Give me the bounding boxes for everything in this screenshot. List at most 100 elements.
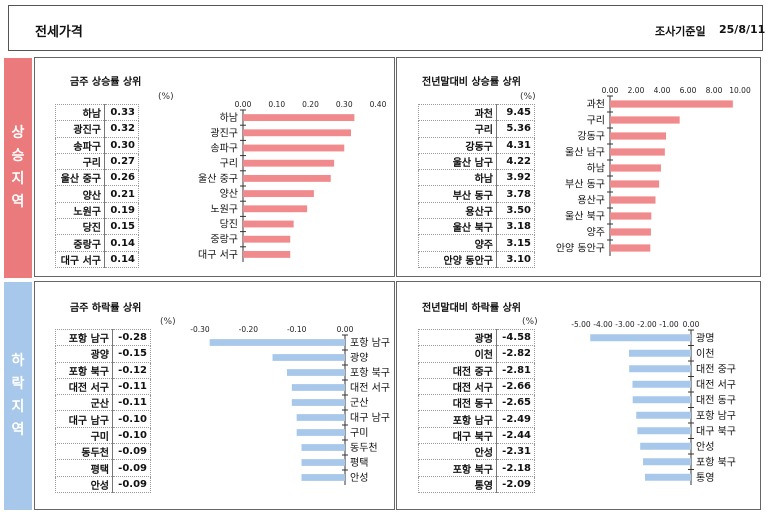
table-row: 대전 서구 -2.66	[418, 377, 535, 396]
table-row: 통영 -2.09	[418, 475, 535, 493]
ranking-table: 광명 -4.58 이천 -2.82 대전 중구 -2.81 대전 서구 -2.66 대전 동구 -…	[418, 328, 535, 493]
bar	[610, 164, 661, 172]
category-label: 울산 중구	[198, 173, 238, 185]
x-tick-label: -4.00	[593, 320, 613, 329]
table-row: 울산 남구 4.22	[418, 152, 535, 171]
table-row: 동두천 -0.09	[55, 443, 151, 461]
rate-value: -2.66	[496, 377, 535, 396]
table-row: 안성 -0.09	[55, 475, 151, 493]
x-tick-label: -0.20	[239, 325, 259, 334]
chart-title: 전년말대비 하락률 상위	[422, 303, 521, 314]
rising-region-label: 상 승 지 역	[4, 58, 32, 278]
category-label: 안양 동안구	[556, 243, 605, 255]
region-name: 군산	[55, 394, 113, 412]
rate-value: 0.26	[104, 169, 139, 187]
x-tick-label: -2.00	[637, 320, 657, 329]
category-label: 구미	[350, 427, 368, 439]
table-row: 대전 서구 -0.11	[55, 377, 151, 396]
region-name: 대구 서구	[55, 250, 105, 268]
category-label: 하남	[587, 162, 605, 175]
page-title: 전세가격	[35, 25, 83, 40]
category-label: 부산 동구	[565, 179, 605, 191]
table-row: 강동구 4.31	[418, 136, 535, 154]
category-label: 통영	[696, 472, 714, 484]
category-label: 구리	[220, 158, 238, 170]
category-label: 이천	[696, 348, 714, 360]
x-tick-label: 10.00	[729, 86, 751, 95]
x-tick-label: -0.10	[287, 325, 307, 334]
table-row: 평택 -0.09	[55, 459, 151, 477]
region-name: 안양 동안구	[418, 250, 497, 268]
bar	[629, 365, 691, 373]
region-name: 포항 북구	[55, 361, 113, 379]
rate-value: 0.32	[104, 120, 139, 138]
report-header: 전세가격 조사기준일 25/8/11	[8, 5, 765, 51]
rate-value: -2.81	[496, 361, 535, 379]
rate-value: -0.09	[112, 443, 151, 461]
chart-title: 금주 상승률 상위	[70, 77, 142, 88]
table-row: 포항 남구 -2.49	[418, 410, 535, 428]
rate-value: 3.92	[496, 169, 535, 187]
rate-value: 0.33	[104, 103, 139, 122]
rate-value: -0.12	[112, 361, 151, 379]
category-label: 동두천	[350, 442, 378, 454]
survey-date-label: 조사기준일	[655, 25, 706, 38]
table-row: 송파구 0.30	[55, 136, 139, 154]
region-name: 구리	[418, 120, 497, 138]
ranking-table: 과천 9.45 구리 5.36 강동구 4.31 울산 남구 4.22 하남 3.92 부산 동구 3…	[418, 103, 535, 268]
chart-title: 전년말대비 상승률 상위	[422, 77, 521, 88]
table-row: 당진 0.15	[55, 218, 139, 236]
table-row: 노원구 0.19	[55, 201, 139, 220]
rate-value: -0.11	[112, 394, 151, 412]
table-row: 대구 남구 -0.10	[55, 410, 151, 428]
category-label: 노원구	[210, 203, 238, 215]
x-tick-label: 0.00	[337, 325, 354, 334]
region-name: 동두천	[55, 443, 113, 461]
table-row: 울산 북구 3.18	[418, 218, 535, 236]
region-name: 이천	[418, 345, 497, 363]
table-row: 안양 동안구 3.10	[418, 250, 535, 268]
category-label: 양주	[587, 227, 605, 239]
x-tick-label: 4.00	[654, 86, 671, 95]
region-name: 하남	[55, 103, 105, 122]
unit-label: (%)	[520, 92, 536, 102]
bar	[243, 190, 314, 198]
rate-value: -0.10	[112, 426, 151, 445]
bar	[243, 174, 331, 182]
region-name: 구미	[55, 426, 113, 445]
region-name: 광명	[418, 328, 497, 347]
region-name: 대전 중구	[418, 361, 497, 379]
unit-label: (%)	[160, 317, 176, 327]
rate-value: -0.10	[112, 410, 151, 428]
falling-region-label: 하 락 지 역	[4, 282, 32, 510]
rate-value: 3.18	[496, 218, 535, 236]
bar	[632, 396, 691, 404]
bar	[291, 399, 345, 406]
table-row: 포항 북구 -2.18	[418, 459, 535, 477]
rate-value: 0.21	[104, 185, 139, 203]
region-name: 안성	[418, 443, 497, 461]
region-name: 양주	[418, 234, 497, 252]
region-name: 광진구	[55, 120, 105, 138]
bar	[610, 180, 660, 188]
table-row: 하남 0.33	[55, 103, 139, 122]
x-tick-label: -5.00	[571, 320, 591, 329]
bar	[610, 212, 652, 220]
region-name: 당진	[55, 218, 105, 236]
category-label: 강동구	[577, 131, 605, 143]
rate-value: 3.50	[496, 201, 535, 220]
category-label: 포항 북구	[696, 456, 736, 468]
table-row: 대전 동구 -2.65	[418, 394, 535, 412]
bar	[637, 427, 691, 435]
table-row: 용산구 3.50	[418, 201, 535, 220]
rate-value: 0.19	[104, 201, 139, 220]
region-name: 강동구	[418, 136, 497, 154]
unit-label: (%)	[158, 92, 174, 102]
x-tick-label: 0.10	[268, 100, 285, 109]
category-label: 용산구	[577, 195, 605, 207]
bar	[632, 380, 691, 388]
category-label: 하남	[220, 111, 238, 124]
bar	[610, 132, 667, 140]
